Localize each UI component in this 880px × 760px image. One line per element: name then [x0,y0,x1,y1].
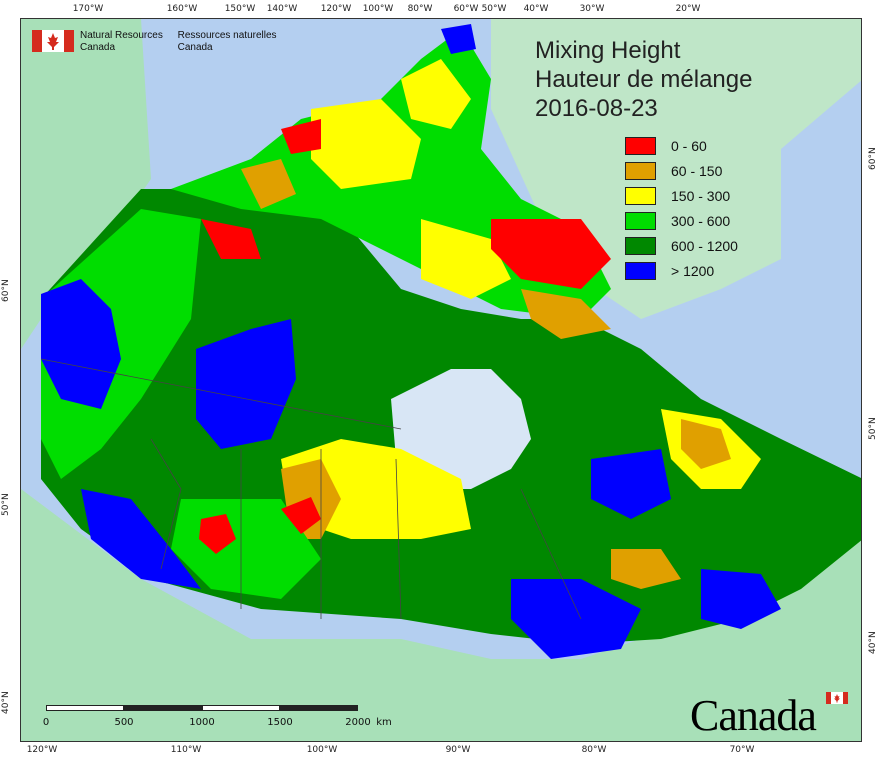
zone-yellow-baffin [421,219,511,299]
legend-swatch [625,161,656,180]
legend-label: 60 - 150 [671,162,723,179]
tick-bottom-1: 120°W [26,745,58,755]
agency-name-fr-line1: Ressources naturelles [177,30,277,41]
legend-swatch [625,261,656,280]
legend: 0 - 60 60 - 150 150 - 300 300 - 600 600 … [625,133,738,283]
legend-label: > 1200 [671,262,715,279]
tick-top-4: 140°W [266,4,298,14]
zone-blue-yukon [41,279,121,409]
scale-segment [46,705,124,711]
zone-blue-ellesmere [441,24,476,54]
map-frame [20,18,862,742]
wordmark-flag-icon [826,692,848,704]
zone-red-beaufort [201,219,261,259]
legend-label: 0 - 60 [671,137,707,154]
tick-top-5: 120°W [320,4,352,14]
tick-top-1: 170°W [72,4,104,14]
boundary-on-qc [520,488,582,620]
boundary-mb-on [395,458,402,620]
scale-bar: 0 500 1000 1500 2000 km [42,705,392,729]
zone-yellow-arctic-2 [401,59,471,129]
tick-top-6: 100°W [362,4,394,14]
scale-label-1000: 1000 [189,717,215,728]
scale-label-1500: 1500 [267,717,293,728]
canada-wordmark: Canada [690,691,817,740]
tick-top-3: 150°W [224,4,256,14]
legend-swatch [625,211,656,230]
tick-bottom-4: 90°W [445,745,471,755]
tick-right-2: 50°N [868,417,878,440]
legend-label: 300 - 600 [671,212,731,229]
legend-item: 300 - 600 [625,208,738,233]
zone-red-baffin [491,219,611,289]
zone-orange-quebec [611,549,681,589]
agency-name-en-line2: Canada [80,42,116,53]
scale-label-500: 500 [114,717,134,728]
zone-blue-nwt [196,319,296,449]
tick-top-11: 30°W [579,4,605,14]
alaska-land [21,19,151,349]
tick-left-2: 50°N [1,493,11,516]
legend-item: 60 - 150 [625,158,738,183]
agency-name-en: Natural Resources Canada [80,30,163,54]
zone-blue-ontario [511,579,641,659]
tick-top-10: 40°W [523,4,549,14]
scale-segment [280,705,358,711]
legend-label: 150 - 300 [671,187,731,204]
title-date: 2016-08-23 [535,95,658,122]
legend-item: 600 - 1200 [625,233,738,258]
zone-red-arctic-nw [281,119,321,154]
zone-yellow-arctic-1 [311,99,421,189]
tick-top-8: 60°W [453,4,479,14]
title-french: Hauteur de mélange [535,66,753,93]
tick-bottom-2: 110°W [170,745,202,755]
tick-top-7: 80°W [407,4,433,14]
legend-item: > 1200 [625,258,738,283]
canada-flag-icon [32,30,74,52]
zone-orange-arctic-w [241,159,296,209]
boundary-bc-ab [150,438,182,570]
scale-segment [202,705,280,711]
tick-left-3: 40°N [1,691,11,714]
zone-blue-quebec [591,449,671,519]
scale-label-0: 0 [42,717,50,728]
tick-top-9: 50°W [481,4,507,14]
legend-swatch [625,186,656,205]
legend-swatch [625,136,656,155]
scale-unit: km [376,717,392,728]
agency-name-fr: Ressources naturelles Canada [178,30,277,54]
agency-name-en-line1: Natural Resources [80,30,163,41]
map-canvas[interactable] [21,19,862,742]
boundary-north-60 [40,358,402,430]
zone-orange-baffin [521,289,611,339]
agency-signature: Natural Resources Canada Ressources natu… [32,30,289,54]
legend-item: 150 - 300 [625,183,738,208]
tick-bottom-3: 100°W [306,745,338,755]
scale-label-2000: 2000 [345,717,371,728]
tick-top-2: 160°W [166,4,198,14]
zone-blue-maritime [701,569,781,629]
tick-right-1: 60°N [868,147,878,170]
zone-green-west [41,209,201,479]
provincial-boundaries [40,358,582,620]
agency-name-fr-line2: Canada [177,42,213,53]
zone-blue-bc [81,489,201,589]
hudson-bay [391,369,531,489]
legend-label: 600 - 1200 [671,237,738,254]
legend-swatch [625,236,656,255]
tick-bottom-5: 80°W [581,745,607,755]
usa-land [21,489,861,741]
title-english: Mixing Height [535,37,681,64]
tick-left-1: 60°N [1,279,11,302]
map-title: Mixing Height Hauteur de mélange 2016-08… [535,36,752,123]
tick-right-3: 40°N [868,631,878,654]
zone-red-prairie-2 [281,497,321,534]
legend-item: 0 - 60 [625,133,738,158]
tick-top-12: 20°W [675,4,701,14]
zone-red-prairie-1 [199,514,236,554]
zone-orange-labrador [681,419,731,469]
tick-bottom-6: 70°W [729,745,755,755]
scale-segment [124,705,202,711]
